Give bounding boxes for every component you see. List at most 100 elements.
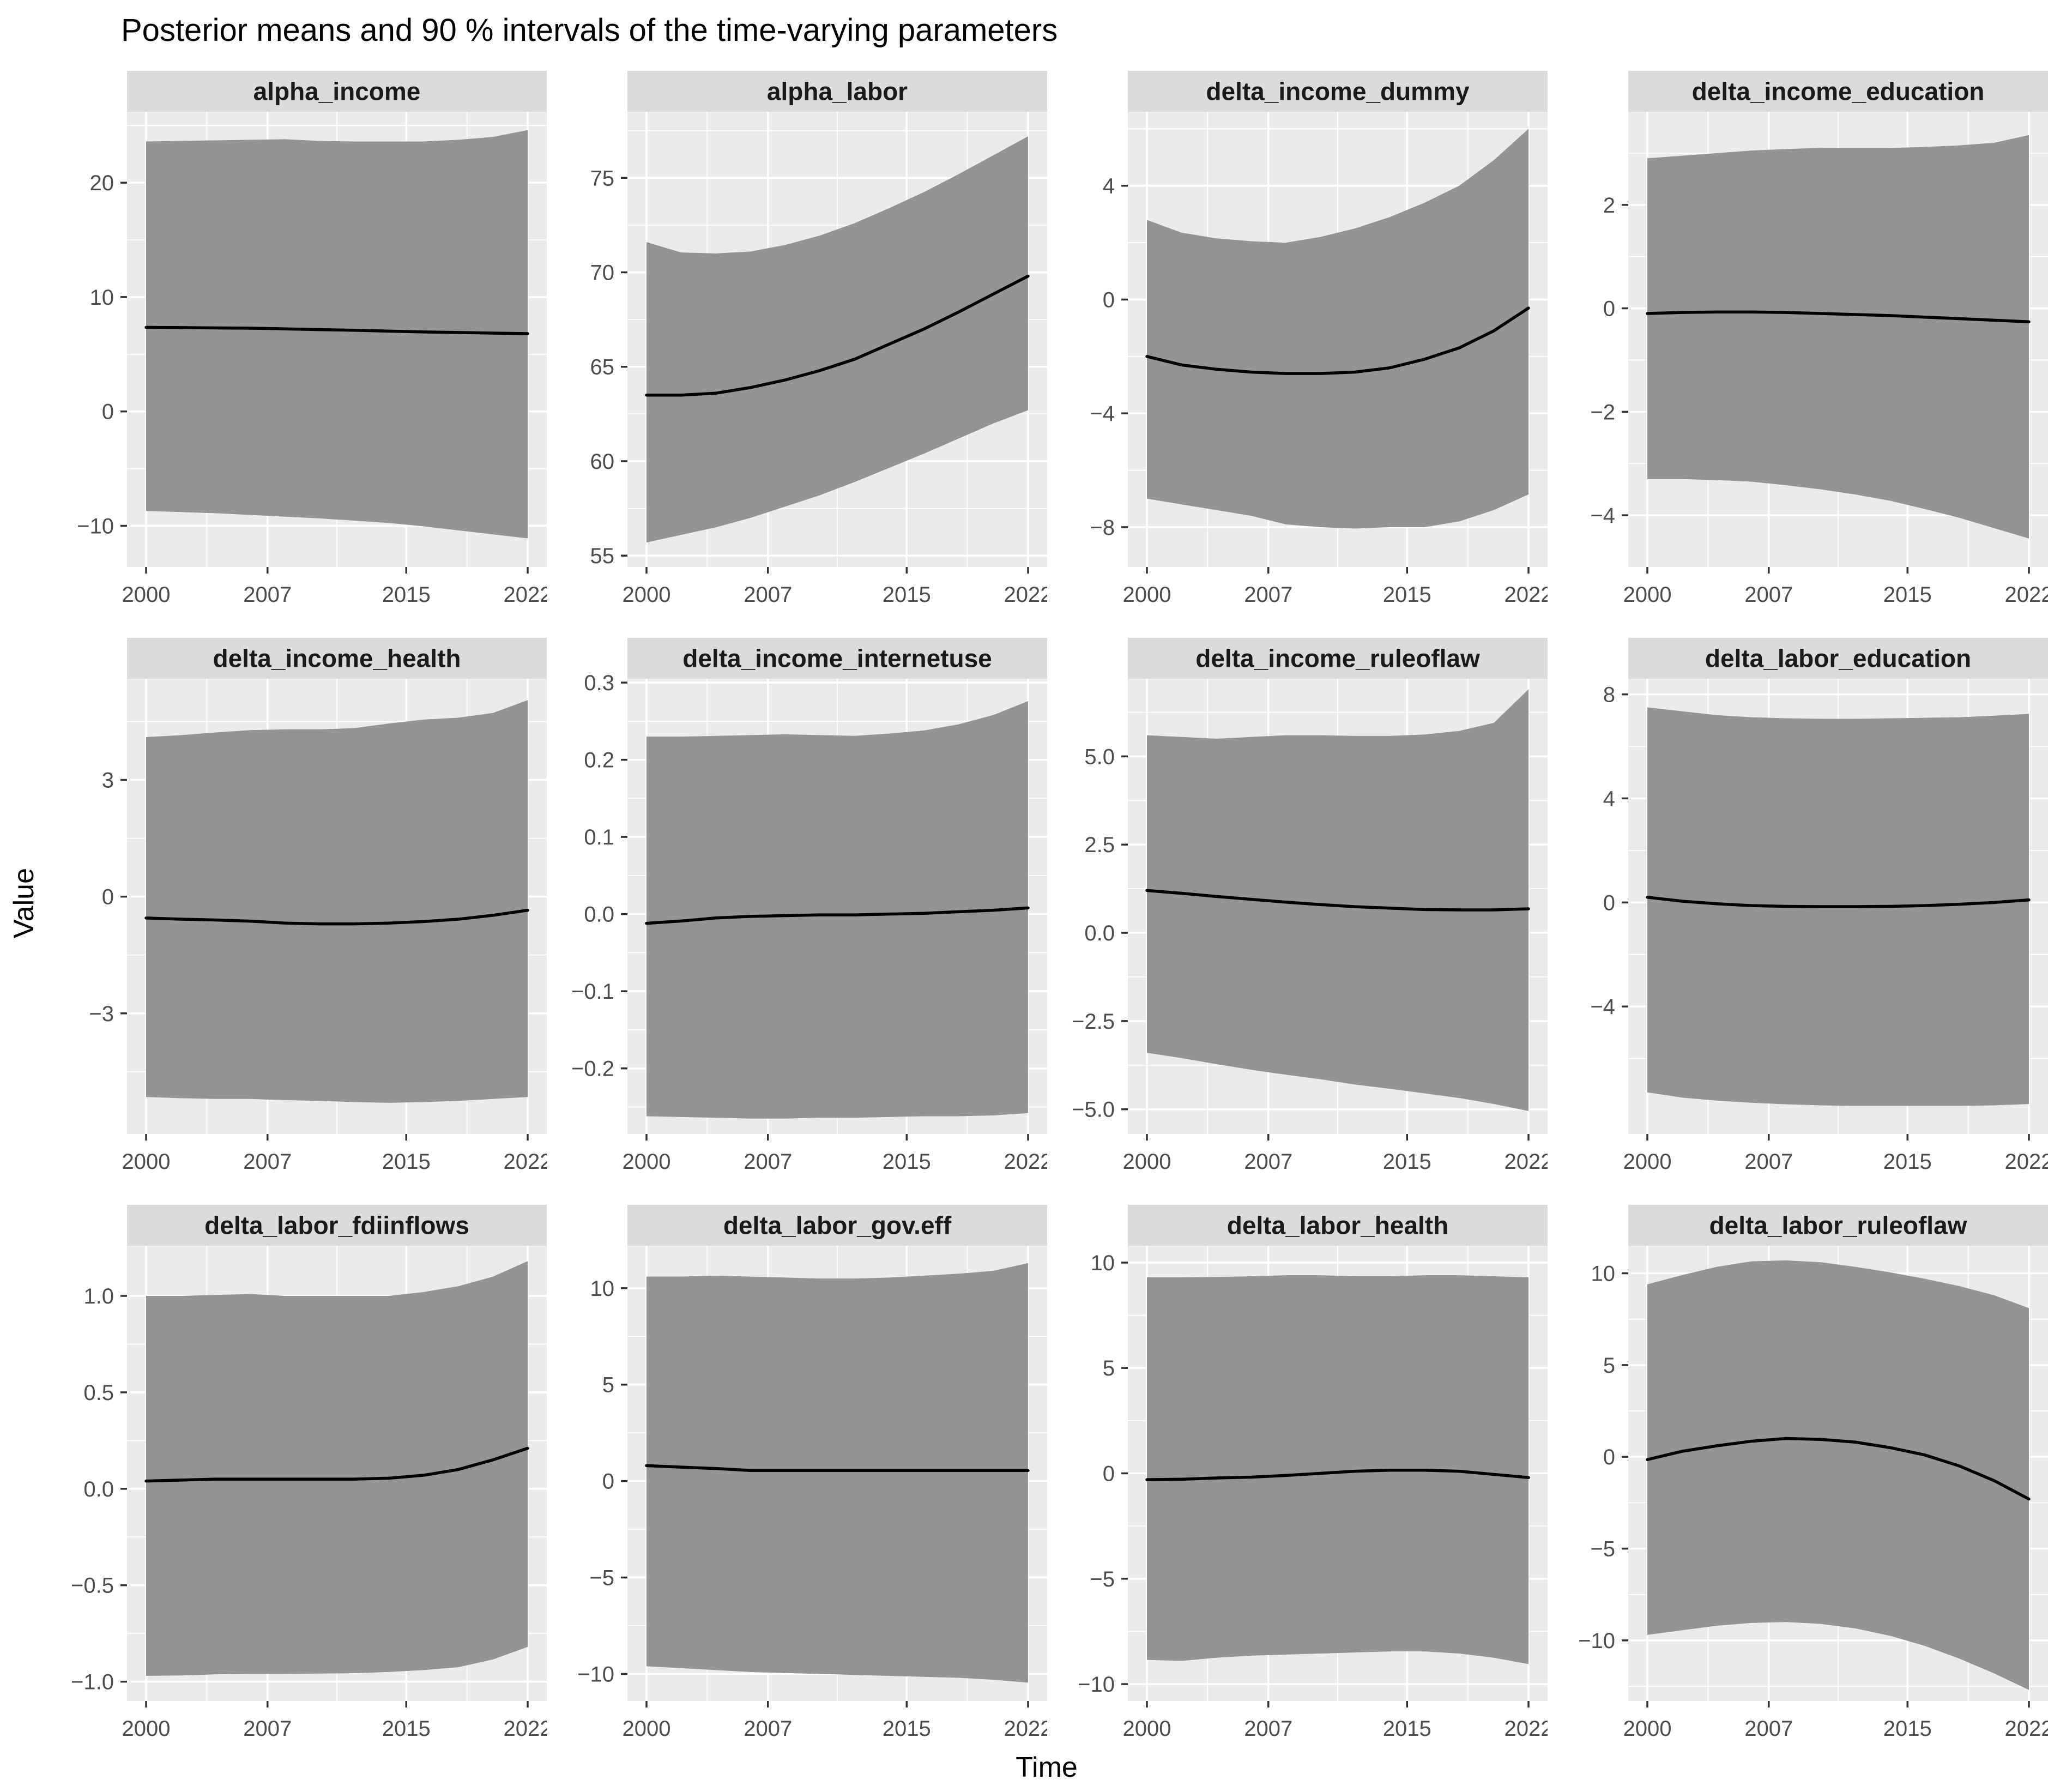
y-tick-label: 65 (590, 355, 615, 379)
facet-strip (627, 71, 1047, 112)
facet-delta_labor_education: delta_labor_education 8 4 0 −4 2000 2007 2015 20… (1548, 638, 2048, 1186)
y-tick-label: 5.0 (1084, 745, 1115, 769)
y-tick-label: 2.5 (1084, 833, 1115, 857)
x-tick-label: 2022 (504, 1717, 547, 1741)
interval-ribbon (1647, 135, 2029, 539)
x-tick-label: 2007 (1744, 1150, 1793, 1174)
facet-canvas: delta_labor_gov.eff 10 5 0 −5 −10 2000 2007 2015… (577, 1205, 1052, 1741)
facet-strip-label: alpha_income (253, 77, 421, 106)
x-tick-label: 2022 (1505, 1150, 1548, 1174)
y-tick-label: 0 (1603, 891, 1615, 915)
x-tick-label: 2000 (1623, 1150, 1672, 1174)
facet-delta_income_health: delta_income_health 3 0 −3 2000 2007 2015 2022 (46, 638, 552, 1186)
y-tick-label: 0.2 (584, 749, 614, 773)
x-tick-label: 2000 (623, 1150, 671, 1174)
facet-canvas: delta_income_education 2 0 −2 −4 2000 2007 2015… (1590, 71, 2048, 607)
mean-line (645, 1464, 1030, 1472)
y-tick-label: 5 (1103, 1356, 1115, 1380)
mean-line (1145, 1468, 1530, 1481)
interval-ribbon (146, 700, 528, 1103)
facet-strip-label: delta_labor_fdiinflows (204, 1211, 469, 1240)
facet-canvas: alpha_income 20 10 0 −10 2000 2007 2015 2022 (77, 71, 552, 607)
y-tick-label: −4 (1590, 504, 1615, 528)
facet-strip (1628, 1205, 2048, 1246)
x-tick-label: 2022 (504, 1150, 547, 1174)
mean-line (645, 906, 1030, 925)
x-tick-label: 2007 (243, 1717, 292, 1741)
mean-line (144, 325, 529, 335)
x-tick-label: 2015 (1383, 1150, 1431, 1174)
y-tick-label: 0.1 (584, 825, 614, 849)
x-tick-label: 2007 (1744, 583, 1793, 607)
facet-canvas: delta_income_health 3 0 −3 2000 2007 2015 2022 (89, 638, 552, 1174)
y-tick-label: −5 (1590, 1537, 1615, 1561)
y-tick-label: 8 (1603, 683, 1615, 707)
facet-canvas: delta_labor_fdiinflows 1.0 0.5 0.0 −0.5 −1.0 2… (71, 1205, 552, 1741)
facet-strip (127, 638, 547, 679)
y-tick-label: 0.0 (83, 1477, 114, 1501)
x-tick-label: 2022 (2005, 583, 2048, 607)
x-tick-label: 2015 (382, 1150, 431, 1174)
x-tick-label: 2015 (1383, 583, 1431, 607)
y-tick-label: 20 (90, 171, 114, 195)
x-tick-label: 2000 (623, 1717, 671, 1741)
mean-line (1646, 1437, 2031, 1501)
interval-ribbon (647, 1263, 1028, 1683)
interval-ribbon (1147, 689, 1529, 1111)
facet-strip-label: delta_labor_gov.eff (723, 1211, 952, 1240)
facet-canvas: delta_labor_ruleoflaw 10 5 0 −5 −10 2000 2007 20… (1578, 1205, 2048, 1741)
facet-strip (1128, 638, 1548, 679)
y-tick-label: 0.0 (1084, 921, 1115, 945)
x-tick-label: 2000 (122, 1150, 171, 1174)
y-tick-label: 4 (1603, 787, 1615, 811)
facet-strip-label: delta_income_education (1692, 77, 1985, 106)
y-tick-label: −10 (1078, 1673, 1115, 1697)
y-tick-label: −5 (1090, 1567, 1115, 1591)
y-tick-label: 1.0 (83, 1284, 114, 1308)
x-tick-label: 2007 (243, 583, 292, 607)
y-axis-label: Value (8, 868, 40, 939)
y-tick-label: 10 (90, 286, 114, 310)
interval-ribbon (146, 1261, 528, 1676)
y-tick-label: 0 (602, 1470, 614, 1494)
facets-grid: alpha_income 20 10 0 −10 2000 2007 2015 2022 alph… (46, 71, 2048, 1753)
x-tick-label: 2007 (1244, 1717, 1292, 1741)
y-tick-label: 0 (1103, 1462, 1115, 1486)
y-tick-label: 0.0 (584, 903, 614, 927)
y-tick-label: 70 (590, 261, 615, 285)
x-tick-label: 2007 (744, 1717, 792, 1741)
x-tick-label: 2022 (1505, 1717, 1548, 1741)
y-tick-label: −2 (1590, 400, 1615, 424)
y-tick-label: −4 (1590, 995, 1615, 1019)
mean-line (1145, 889, 1530, 912)
x-tick-label: 2015 (883, 1717, 931, 1741)
facet-delta_income_ruleoflaw: delta_income_ruleoflaw 5.0 2.5 0.0 −2.5 −5.0 2… (1047, 638, 1552, 1186)
facet-delta_income_education: delta_income_education 2 0 −2 −4 2000 2007 2015… (1548, 71, 2048, 619)
x-tick-label: 2007 (1244, 583, 1292, 607)
mean-line (1646, 896, 2031, 908)
x-tick-label: 2022 (1004, 1150, 1047, 1174)
interval-ribbon (647, 136, 1028, 542)
x-tick-label: 2000 (1123, 1150, 1171, 1174)
y-tick-label: −0.2 (571, 1057, 614, 1081)
facet-delta_labor_gov.eff: delta_labor_gov.eff 10 5 0 −5 −10 2000 2007 2015… (547, 1205, 1052, 1753)
y-tick-label: 0 (1603, 1445, 1615, 1469)
mean-line (144, 1446, 529, 1483)
x-tick-label: 2022 (504, 583, 547, 607)
mean-line (1145, 306, 1530, 375)
y-tick-label: −8 (1090, 516, 1115, 540)
x-tick-label: 2007 (1744, 1717, 1793, 1741)
facet-canvas: delta_labor_education 8 4 0 −4 2000 2007 2015 20… (1590, 638, 2048, 1174)
x-tick-label: 2015 (883, 1150, 931, 1174)
y-tick-label: 4 (1103, 174, 1115, 198)
y-tick-label: −2.5 (1072, 1010, 1115, 1034)
facet-delta_labor_ruleoflaw: delta_labor_ruleoflaw 10 5 0 −5 −10 2000 2007 20… (1548, 1205, 2048, 1753)
x-tick-label: 2015 (382, 583, 431, 607)
x-tick-label: 2022 (2005, 1150, 2048, 1174)
facet-delta_income_internetuse: delta_income_internetuse 0.3 0.2 0.1 0.0 −0.1… (547, 638, 1052, 1186)
x-tick-label: 2007 (1244, 1150, 1292, 1174)
facet-canvas: delta_income_ruleoflaw 5.0 2.5 0.0 −2.5 −5.0 2… (1072, 638, 1552, 1174)
y-tick-label: −3 (89, 1002, 114, 1026)
y-tick-label: 0 (1603, 297, 1615, 321)
y-tick-label: 0.3 (584, 671, 614, 695)
